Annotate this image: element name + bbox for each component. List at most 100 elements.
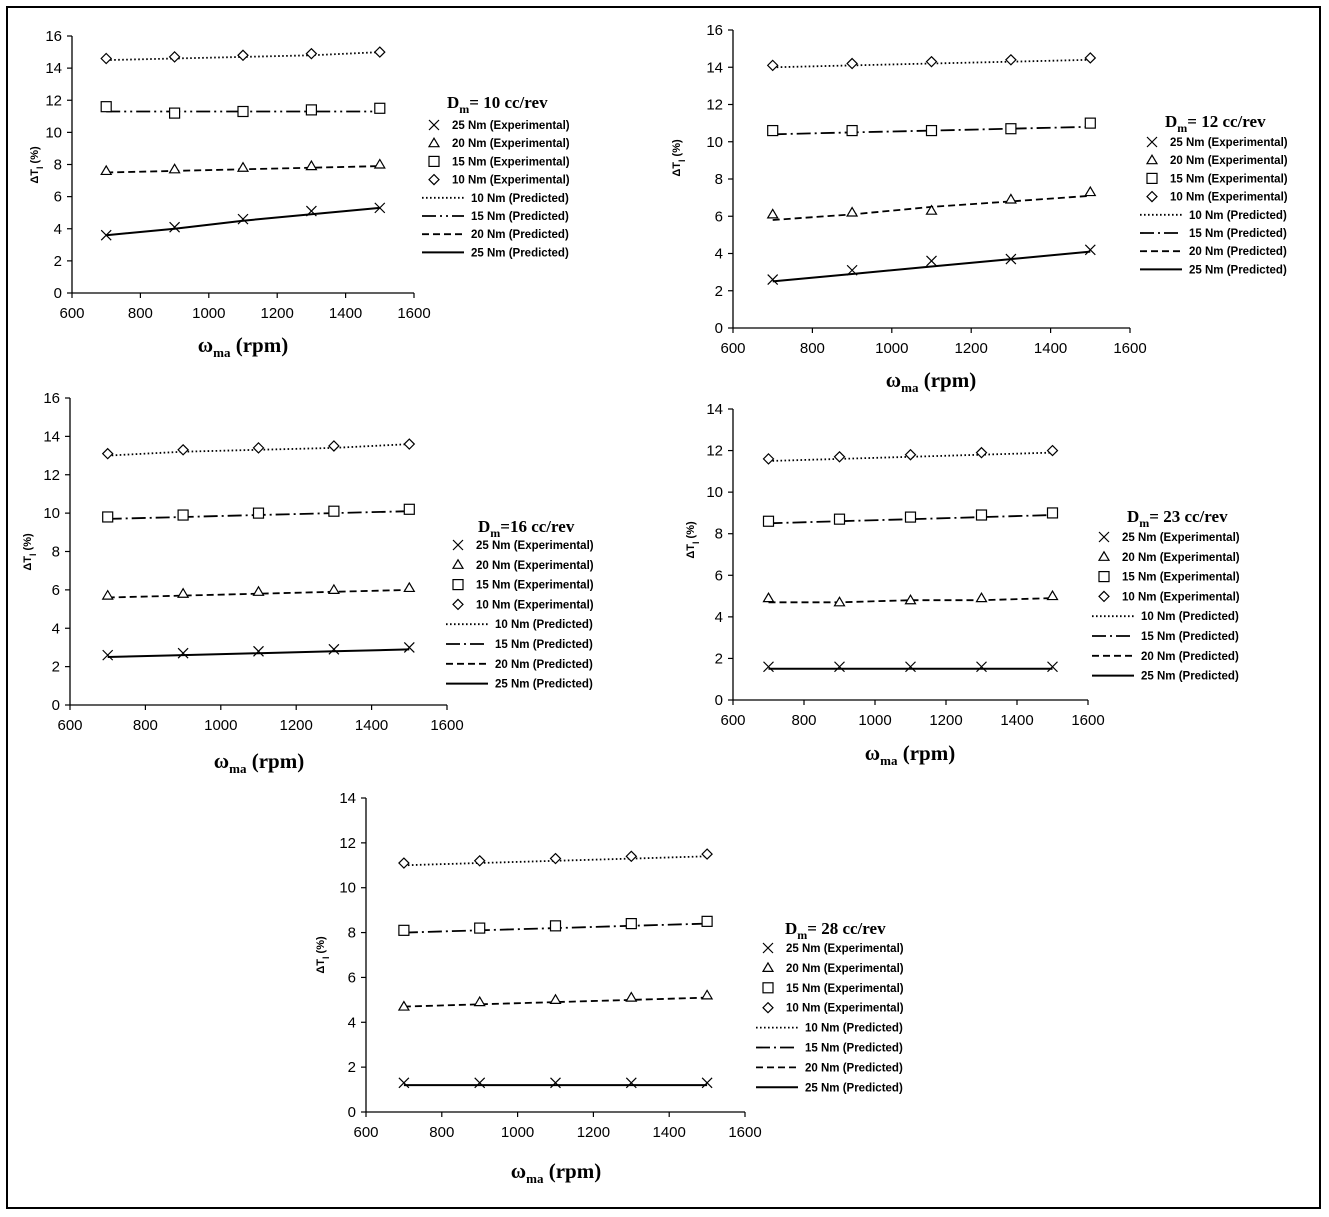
data-point	[374, 202, 386, 214]
data-point	[473, 854, 486, 867]
legend: 25 Nm (Experimental) 20 Nm (Experimental)…	[446, 539, 594, 691]
series-line	[403, 996, 708, 1008]
legend-label: 15 Nm (Experimental)	[452, 156, 570, 168]
chart-title: Dm= 23 cc/rev	[1127, 507, 1228, 530]
data-point	[767, 274, 779, 285]
data-point	[168, 51, 181, 63]
chart-title: Dm= 28 cc/rev	[785, 919, 886, 942]
legend-marker	[761, 961, 775, 972]
y-tick-label: 4	[54, 221, 62, 238]
data-point	[252, 442, 265, 454]
legend-label: 25 Nm (Predicted)	[495, 679, 593, 691]
data-point	[252, 507, 265, 519]
legend-marker	[428, 173, 440, 186]
data-point	[1046, 589, 1059, 601]
x-axis-label: ωma (rpm)	[214, 749, 304, 776]
legend-marker	[1145, 154, 1159, 165]
y-tick-label: 12	[706, 443, 723, 460]
legend-marker	[427, 137, 441, 148]
x-tick-label: 1200	[577, 1124, 610, 1141]
legend-label: 25 Nm (Predicted)	[805, 1082, 903, 1094]
x-tick-label: 600	[353, 1124, 378, 1141]
legend-marker	[428, 155, 440, 167]
data-point	[625, 991, 638, 1002]
legend-marker	[1146, 172, 1158, 184]
data-point	[975, 591, 988, 603]
data-point	[549, 920, 562, 932]
data-point	[1005, 253, 1017, 265]
legend-label: 10 Nm (Experimental)	[452, 175, 570, 187]
data-point	[237, 49, 249, 62]
legend-label: 15 Nm (Predicted)	[471, 211, 569, 223]
chart-title: Dm=16 cc/rev	[478, 517, 575, 540]
x-tick-label: 1600	[397, 305, 430, 322]
data-point	[904, 594, 917, 605]
y-tick-label: 16	[45, 28, 62, 45]
data-point	[474, 1077, 486, 1089]
series-line	[772, 250, 1091, 283]
data-point	[1046, 507, 1059, 519]
series-line	[107, 589, 410, 599]
y-axis-label: ΔTl (%)	[685, 521, 701, 559]
y-tick-label: 6	[715, 208, 723, 225]
legend-label: 15 Nm (Experimental)	[786, 983, 904, 995]
y-tick-label: 4	[715, 246, 723, 263]
y-tick-label: 10	[45, 124, 62, 141]
legend-label: 25 Nm (Predicted)	[471, 247, 569, 259]
data-point	[177, 587, 190, 598]
data-point	[833, 513, 846, 525]
x-tick-label: 800	[800, 340, 825, 357]
y-tick-label: 2	[715, 283, 723, 300]
y-tick-label: 2	[715, 650, 723, 667]
x-tick-label: 1600	[1113, 340, 1146, 357]
data-point	[625, 1077, 637, 1089]
chart-title: Dm= 12 cc/rev	[1165, 112, 1266, 135]
y-axis-label: ΔTl (%)	[22, 533, 38, 571]
y-axis-label: ΔTl (%)	[671, 139, 687, 177]
legend-marker	[1098, 590, 1110, 603]
chart-title: Dm= 10 cc/rev	[447, 93, 548, 116]
data-point	[177, 443, 189, 456]
data-point	[305, 159, 318, 171]
x-axis-label: ωma (rpm)	[865, 741, 955, 768]
legend-marker	[762, 982, 774, 994]
y-axis-label: ΔTl (%)	[29, 146, 45, 184]
data-point	[305, 205, 317, 217]
x-tick-label: 1400	[653, 1124, 686, 1141]
y-tick-label: 6	[52, 582, 60, 599]
data-point	[169, 221, 181, 233]
x-tick-label: 1400	[1034, 340, 1067, 357]
data-point	[403, 503, 415, 515]
data-point	[846, 264, 858, 276]
data-point	[763, 661, 774, 673]
legend-label: 25 Nm (Experimental)	[1170, 137, 1288, 149]
legend-label: 20 Nm (Predicted)	[805, 1062, 903, 1074]
series-line	[772, 58, 1091, 69]
data-point	[975, 446, 988, 459]
legend-label: 10 Nm (Predicted)	[495, 619, 593, 631]
data-point	[328, 440, 340, 452]
data-point	[1084, 52, 1097, 64]
data-point	[975, 509, 988, 521]
data-point	[549, 993, 562, 1004]
legend-label: 10 Nm (Predicted)	[1189, 210, 1287, 222]
data-point	[1004, 193, 1017, 204]
legend-label: 20 Nm (Experimental)	[786, 963, 904, 975]
legend-label: 10 Nm (Predicted)	[805, 1023, 903, 1035]
x-tick-label: 1400	[1000, 712, 1033, 729]
legend-label: 25 Nm (Experimental)	[476, 540, 594, 552]
x-tick-label: 1000	[858, 712, 891, 729]
x-tick-label: 600	[720, 712, 745, 729]
legend-label: 20 Nm (Experimental)	[1122, 552, 1240, 564]
x-tick-label: 1000	[204, 717, 237, 734]
legend-marker	[452, 539, 464, 551]
data-point	[101, 447, 114, 460]
data-point	[403, 642, 415, 653]
y-tick-label: 0	[715, 320, 723, 337]
chart-panel-5: 0 2 4 6 8 10 12 14 600 800 1000 1200 1400 1600 ωma (rp…	[315, 790, 904, 1186]
x-tick-label: 1200	[280, 717, 313, 734]
legend-marker	[762, 1001, 774, 1014]
series-line	[768, 597, 1053, 604]
data-point	[1084, 244, 1096, 256]
data-point	[701, 989, 714, 1000]
